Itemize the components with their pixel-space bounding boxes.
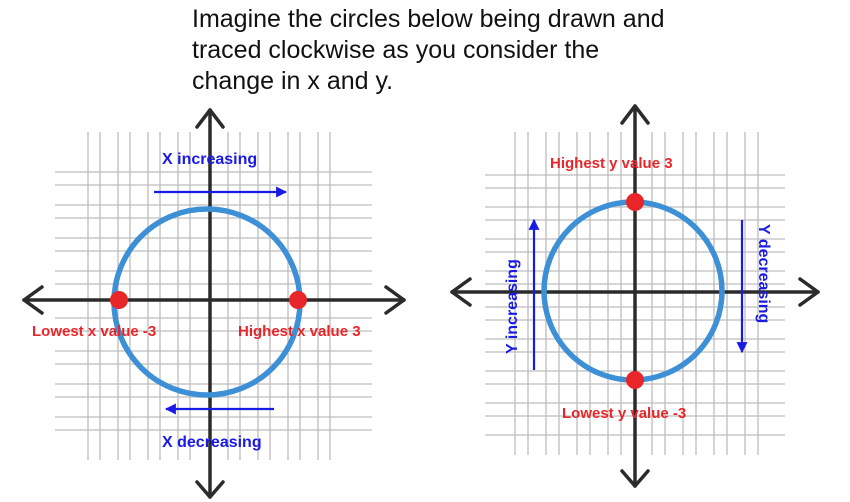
left-lowest-x-point: [110, 291, 128, 309]
left-grid: [55, 132, 372, 460]
left-y-axis-top-arrowhead: [195, 108, 225, 129]
intro-line-1: Imagine the circles below being drawn an…: [192, 5, 665, 33]
right-axes: [450, 104, 820, 488]
left-circle: [111, 206, 303, 398]
x-decreasing-label: X decreasing: [162, 434, 262, 451]
y-decreasing-label: Y decreasing: [755, 224, 772, 323]
right-y-axis-top-arrowhead: [620, 104, 650, 125]
right-highest-y-point: [626, 193, 644, 211]
highest-y-value-label: Highest y value 3: [550, 155, 673, 172]
right-lowest-y-point: [626, 371, 644, 389]
right-y-axis-bottom-arrowhead: [620, 469, 650, 488]
left-highest-x-point: [289, 291, 307, 309]
highest-x-value-label: Highest x value 3: [238, 323, 361, 340]
left-diagram: X increasing X decreasing Lowest x value…: [22, 108, 406, 499]
intro-text: Imagine the circles below being drawn an…: [192, 4, 732, 97]
intro-line-3: change in x and y.: [192, 67, 394, 95]
x-increasing-label: X increasing: [162, 151, 257, 168]
lowest-y-value-label: Lowest y value -3: [562, 405, 686, 422]
left-x-axis-left-arrowhead: [22, 285, 44, 315]
right-x-axis-left-arrowhead: [450, 277, 472, 307]
y-increasing-label: Y increasing: [504, 259, 521, 354]
left-y-axis-bottom-arrowhead: [195, 480, 225, 499]
left-x-axis-right-arrowhead: [384, 285, 406, 315]
lowest-x-value-label: Lowest x value -3: [32, 323, 156, 340]
right-diagram: Highest y value 3 Lowest y value -3 Y in…: [450, 104, 820, 488]
left-axes: [22, 108, 406, 499]
right-x-axis-right-arrowhead: [798, 277, 820, 307]
intro-line-2: traced clockwise as you consider the: [192, 36, 600, 64]
